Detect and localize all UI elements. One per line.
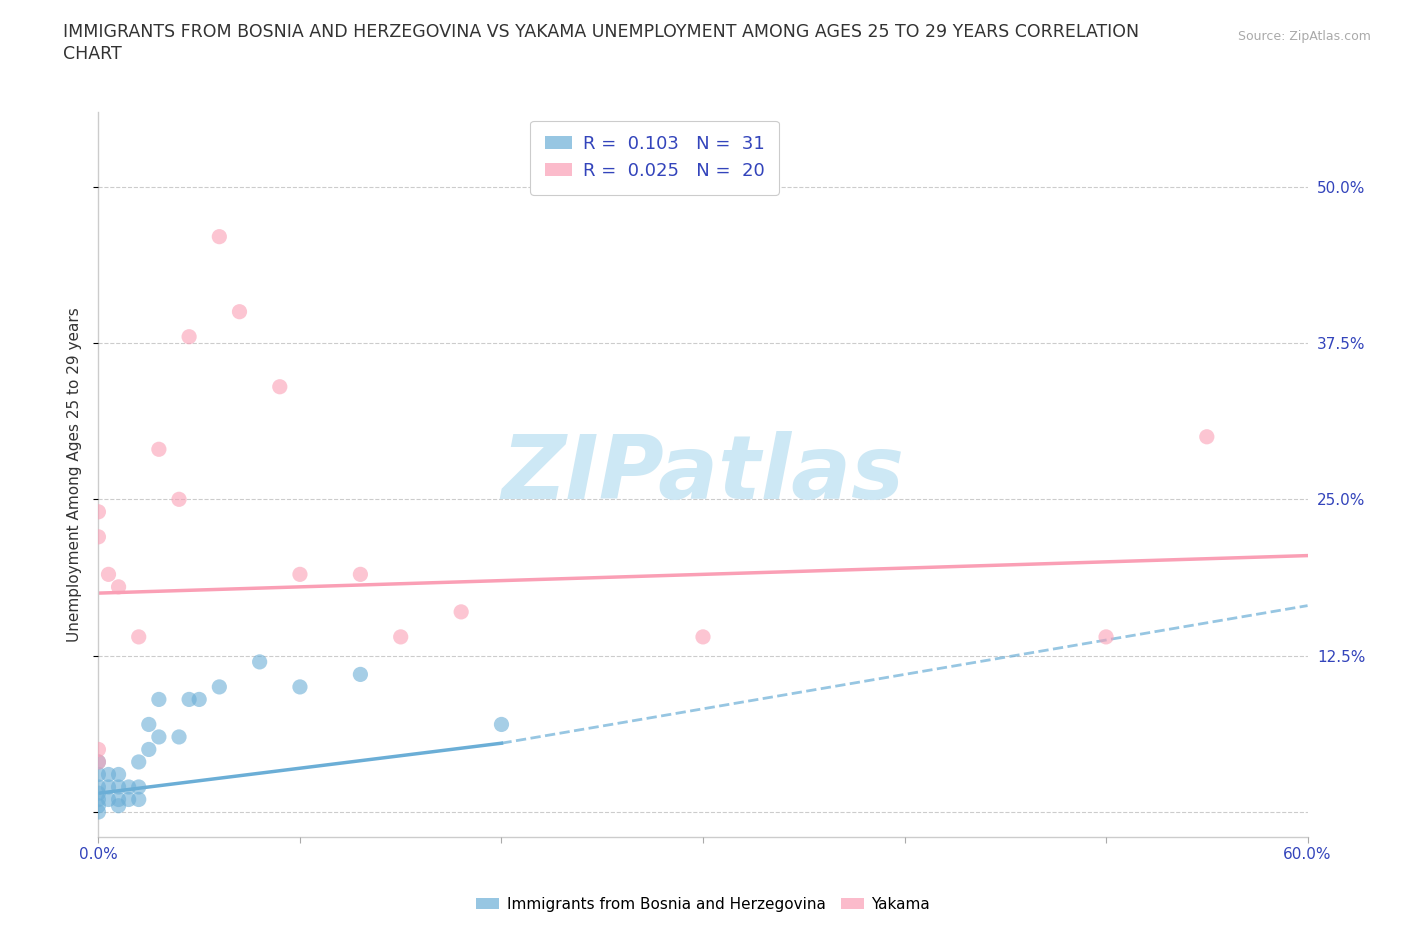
- Point: [450, 604, 472, 619]
- Point: [179, 692, 201, 707]
- Point: [87, 798, 110, 813]
- Legend: Immigrants from Bosnia and Herzegovina, Yakama: Immigrants from Bosnia and Herzegovina, …: [470, 891, 936, 918]
- Point: [692, 630, 714, 644]
- Point: [1095, 630, 1118, 644]
- Text: Source: ZipAtlas.com: Source: ZipAtlas.com: [1237, 30, 1371, 43]
- Point: [128, 779, 150, 794]
- Point: [1195, 430, 1218, 445]
- Point: [87, 754, 110, 769]
- Point: [107, 579, 129, 594]
- Point: [167, 729, 190, 744]
- Point: [491, 717, 513, 732]
- Point: [208, 680, 231, 695]
- Legend: R =  0.103   N =  31, R =  0.025   N =  20: R = 0.103 N = 31, R = 0.025 N = 20: [530, 121, 779, 194]
- Point: [87, 792, 110, 807]
- Point: [118, 792, 141, 807]
- Point: [107, 792, 129, 807]
- Point: [179, 329, 201, 344]
- Point: [188, 692, 211, 707]
- Text: IMMIGRANTS FROM BOSNIA AND HERZEGOVINA VS YAKAMA UNEMPLOYMENT AMONG AGES 25 TO 2: IMMIGRANTS FROM BOSNIA AND HERZEGOVINA V…: [63, 23, 1139, 41]
- Point: [269, 379, 291, 394]
- Point: [148, 442, 170, 457]
- Point: [349, 667, 371, 682]
- Point: [128, 792, 150, 807]
- Point: [97, 567, 120, 582]
- Point: [288, 567, 311, 582]
- Point: [97, 779, 120, 794]
- Point: [97, 792, 120, 807]
- Point: [87, 786, 110, 801]
- Point: [138, 742, 160, 757]
- Point: [87, 767, 110, 782]
- Point: [87, 742, 110, 757]
- Point: [148, 692, 170, 707]
- Point: [349, 567, 371, 582]
- Y-axis label: Unemployment Among Ages 25 to 29 years: Unemployment Among Ages 25 to 29 years: [67, 307, 83, 642]
- Text: ZIPatlas: ZIPatlas: [502, 431, 904, 518]
- Point: [128, 630, 150, 644]
- Point: [128, 754, 150, 769]
- Point: [97, 767, 120, 782]
- Point: [107, 767, 129, 782]
- Point: [87, 754, 110, 769]
- Point: [107, 798, 129, 813]
- Point: [138, 717, 160, 732]
- Point: [148, 729, 170, 744]
- Point: [228, 304, 250, 319]
- Point: [208, 229, 231, 244]
- Text: CHART: CHART: [63, 45, 122, 62]
- Point: [87, 504, 110, 519]
- Point: [87, 804, 110, 819]
- Point: [288, 680, 311, 695]
- Point: [249, 655, 271, 670]
- Point: [87, 529, 110, 544]
- Point: [118, 779, 141, 794]
- Point: [87, 779, 110, 794]
- Point: [389, 630, 412, 644]
- Point: [107, 779, 129, 794]
- Point: [167, 492, 190, 507]
